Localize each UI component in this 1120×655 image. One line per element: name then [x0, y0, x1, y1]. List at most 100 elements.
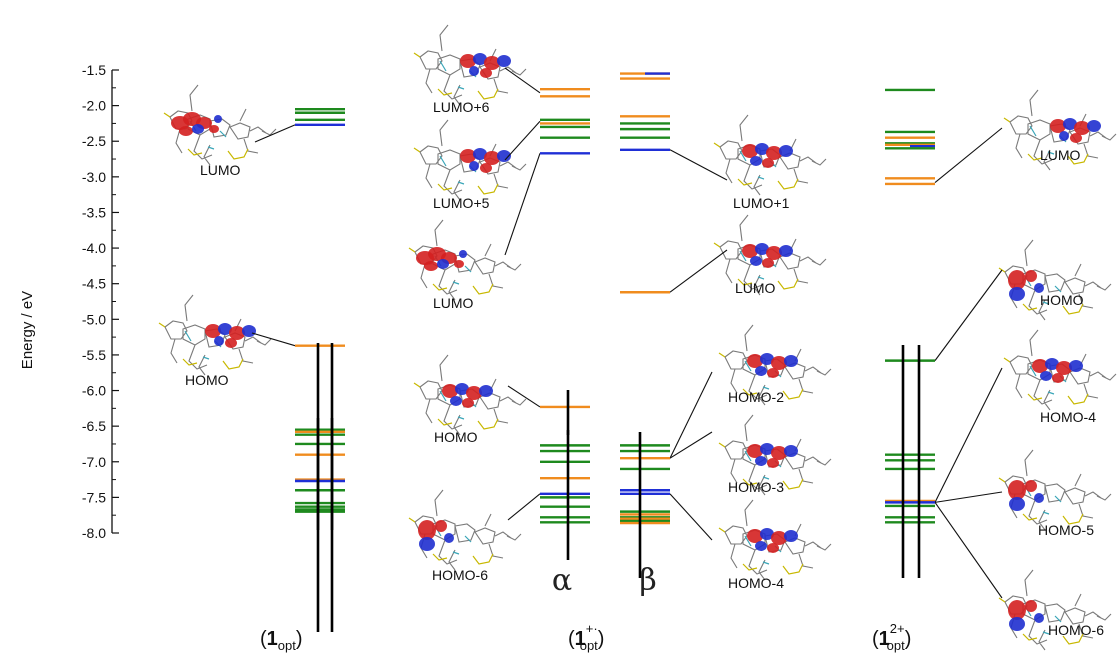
orbital-lobe — [444, 533, 454, 543]
orbital-lobe — [179, 126, 193, 136]
orbital-lobe — [192, 124, 204, 134]
orbital-label: HOMO-4 — [728, 575, 784, 591]
orbital-connector — [934, 269, 1003, 361]
orbital-lobe — [779, 145, 793, 157]
orbital-lobe — [1025, 600, 1037, 612]
orbital-connector — [669, 493, 713, 541]
orbital-lobe — [1052, 373, 1064, 383]
orbital-picture — [158, 294, 272, 376]
orbital-connector — [934, 502, 1003, 599]
orbital-lobe — [484, 151, 500, 165]
orbital-lobe — [466, 386, 482, 400]
orbital-lobe — [454, 260, 464, 268]
axis-tick-label: -2.5 — [82, 133, 106, 149]
orbital-lobe — [1009, 617, 1025, 631]
orbital-lobe — [760, 443, 774, 455]
orbital-picture — [718, 414, 832, 496]
orbital-lobe — [762, 158, 774, 168]
orbital-lobe — [1025, 270, 1037, 282]
orbital-lobe — [460, 54, 476, 68]
orbital-label: LUMO — [1040, 147, 1081, 163]
orbital-lobe — [455, 383, 469, 395]
orbital-lobe — [1034, 613, 1044, 623]
system-label-cation-sup: +· — [586, 621, 598, 636]
orbital-label: HOMO-2 — [728, 389, 784, 405]
orbital-connector — [669, 431, 713, 459]
orbital-lobe — [760, 528, 774, 540]
orbital-lobe — [750, 256, 762, 266]
orbital-lobe — [767, 543, 779, 553]
orbital-picture — [408, 219, 522, 301]
orbital-lobe — [779, 245, 793, 257]
energy-axis: -1.5 -2.0 -2.5 -3.0 -3.5 -4.0 -4.5 -5.0 -5.5 -6.0… — [82, 62, 119, 541]
orbital-lobe — [747, 354, 763, 368]
orbital-connector — [934, 491, 1003, 503]
orbital-lobe — [755, 456, 767, 466]
axis-tick-label: -2.0 — [82, 98, 106, 114]
orbital-lobe — [435, 520, 447, 532]
system-label-cation: (1+· opt) — [568, 621, 604, 653]
orbital-pictures — [158, 24, 1117, 651]
orbital-label: HOMO-6 — [1048, 622, 1104, 638]
axis-tick-label: -7.5 — [82, 489, 106, 505]
orbital-lobe — [497, 55, 511, 67]
orbital-label: HOMO — [434, 429, 478, 445]
orbital-lobe — [1087, 120, 1101, 132]
orbital-lobe — [771, 356, 787, 370]
orbital-lobe — [459, 250, 467, 258]
orbital-lobe — [747, 529, 763, 543]
orbital-picture — [998, 449, 1112, 531]
orbital-lobe — [1069, 360, 1083, 372]
orbital-connector — [669, 249, 728, 293]
orbital-lobe — [1009, 287, 1025, 301]
orbital-lobe — [755, 243, 769, 255]
orbital-label: HOMO-3 — [728, 479, 784, 495]
orbital-lobe — [755, 143, 769, 155]
orbital-connector — [934, 367, 1003, 503]
orbital-lobe — [1074, 121, 1090, 135]
orbital-lobe — [1070, 133, 1082, 143]
orbital-picture — [998, 239, 1112, 321]
orbital-label: LUMO+5 — [433, 195, 490, 211]
orbital-lobe — [1056, 361, 1072, 375]
axis-title: Energy / eV — [19, 291, 36, 369]
orbital-picture — [718, 499, 832, 581]
axis-tick-label: -1.5 — [82, 62, 106, 78]
axis-tick-label: -7.0 — [82, 454, 106, 470]
orbital-connector — [934, 127, 1003, 183]
orbital-lobe — [1040, 371, 1052, 381]
orbital-lobe — [1032, 359, 1048, 373]
orbital-lobe — [1034, 283, 1044, 293]
orbital-lobe — [784, 530, 798, 542]
system-label-dication-bold: 1 — [879, 628, 890, 650]
system-label-neutral-sub: opt — [278, 638, 296, 653]
orbital-lobe — [771, 446, 787, 460]
orbital-lobe — [229, 326, 245, 340]
orbital-lobe — [784, 445, 798, 457]
connector-lines — [251, 67, 1003, 599]
orbital-lobe — [437, 259, 449, 269]
orbital-connector — [669, 371, 713, 459]
orbital-connector — [504, 67, 541, 94]
orbital-lobe — [747, 444, 763, 458]
orbital-lobe — [242, 325, 256, 337]
orbital-connector — [251, 332, 296, 347]
orbital-picture — [1003, 89, 1117, 171]
orbital-lobe — [771, 531, 787, 545]
orbital-label: HOMO-4 — [1040, 409, 1096, 425]
system-label-dication-sup: 2+ — [890, 621, 905, 636]
orbital-label: HOMO-5 — [1038, 522, 1094, 538]
orbital-lobe — [1009, 497, 1025, 511]
orbital-connector — [504, 153, 541, 256]
axis-tick-label: -6.5 — [82, 418, 106, 434]
orbital-label: LUMO — [200, 162, 241, 178]
orbital-label: LUMO — [735, 280, 776, 296]
orbital-lobe — [1008, 480, 1026, 500]
orbital-picture — [413, 119, 527, 201]
orbital-picture — [413, 354, 527, 436]
axis-tick-label: -5.0 — [82, 311, 106, 327]
alpha-label: α — [552, 563, 572, 598]
orbital-lobe — [460, 149, 476, 163]
